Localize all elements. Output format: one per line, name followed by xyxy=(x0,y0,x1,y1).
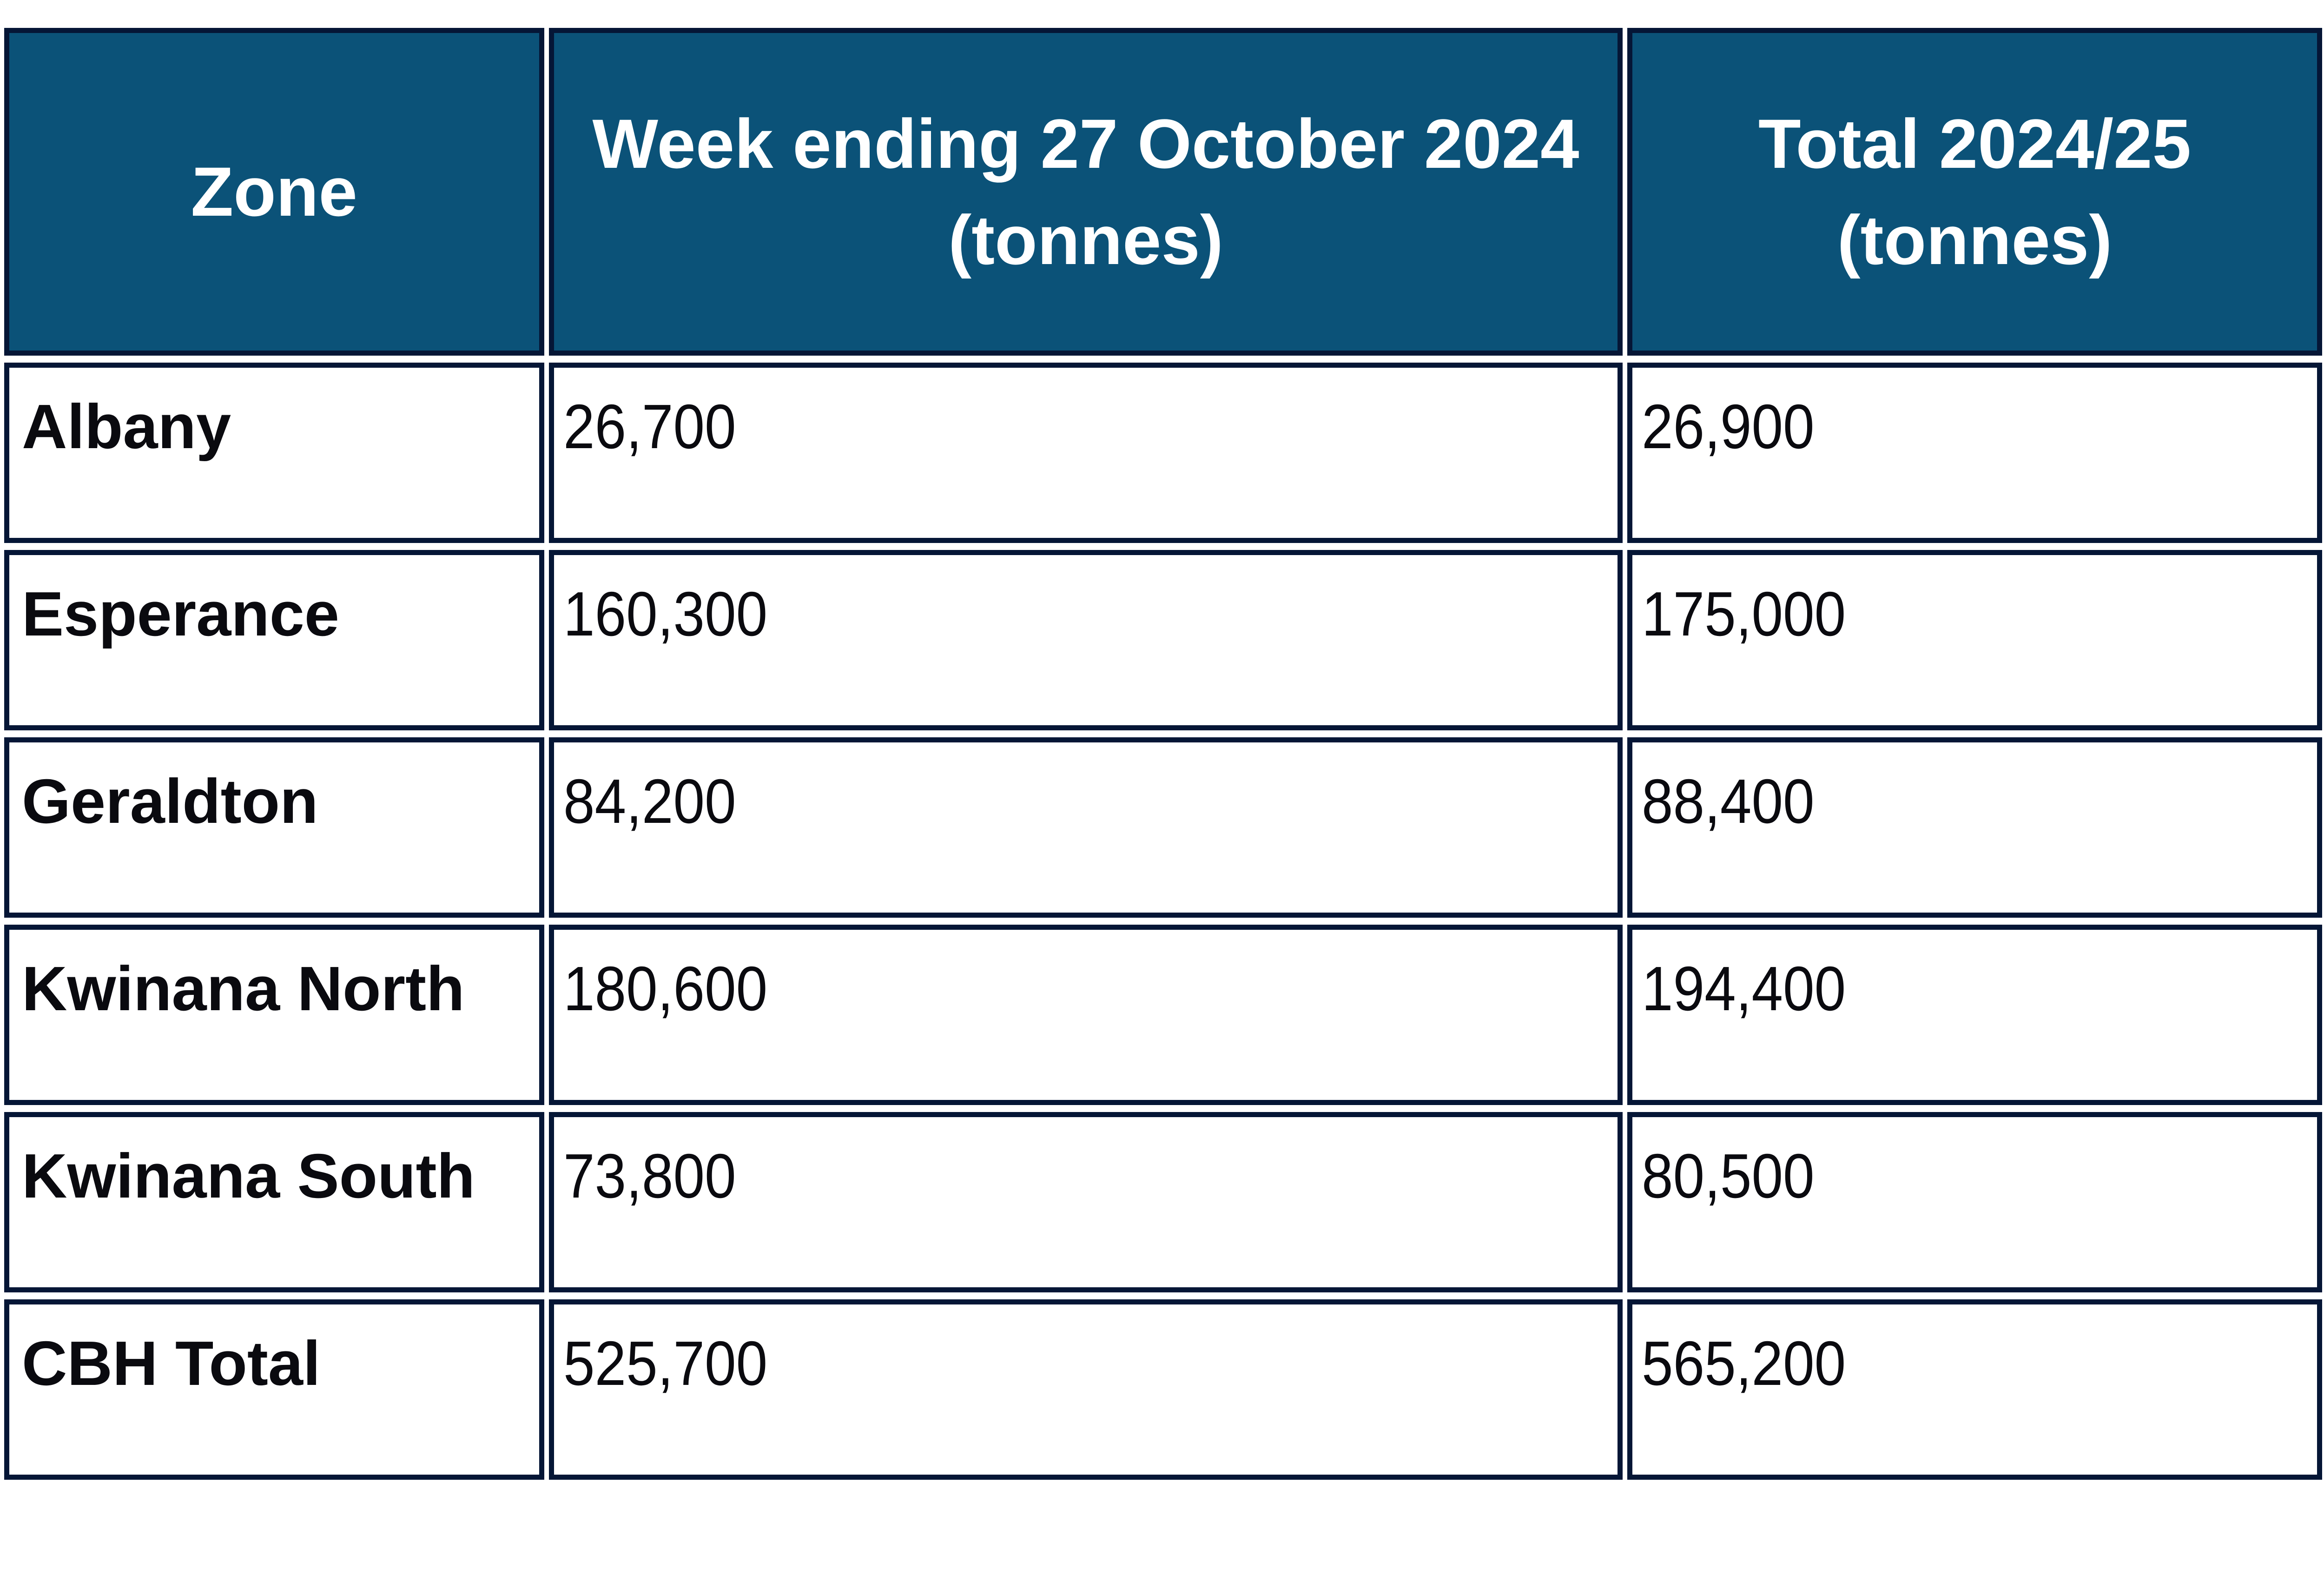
zone-label: Kwinana South xyxy=(22,1140,475,1211)
week-cell-cbh-total: 525,700 xyxy=(549,1299,1623,1480)
zone-cell-kwinana-north: Kwinana North xyxy=(4,925,544,1106)
total-value: 88,400 xyxy=(1642,766,1815,837)
week-cell-kwinana-north: 180,600 xyxy=(549,925,1623,1106)
week-cell-esperance: 160,300 xyxy=(549,550,1623,731)
zone-cell-cbh-total: CBH Total xyxy=(4,1299,544,1480)
grain-receivals-table: Zone Week ending 27 October 2024 (tonnes… xyxy=(4,28,2322,1480)
week-cell-albany: 26,700 xyxy=(549,363,1623,543)
total-cell-geraldton: 88,400 xyxy=(1627,737,2322,918)
header-cell-total: Total 2024/25 (tonnes) xyxy=(1627,28,2322,356)
zone-label: Albany xyxy=(22,391,231,462)
total-value: 565,200 xyxy=(1642,1328,1846,1398)
zone-cell-esperance: Esperance xyxy=(4,550,544,731)
total-cell-esperance: 175,000 xyxy=(1627,550,2322,731)
total-value: 80,500 xyxy=(1642,1140,1815,1211)
header-zone-label: Zone xyxy=(191,152,357,231)
week-value: 525,700 xyxy=(563,1328,768,1398)
zone-label: Geraldton xyxy=(22,766,318,837)
header-total-line2: (tonnes) xyxy=(1837,200,2113,279)
zone-cell-albany: Albany xyxy=(4,363,544,543)
total-value: 175,000 xyxy=(1642,579,1846,649)
zone-cell-geraldton: Geraldton xyxy=(4,737,544,918)
total-cell-kwinana-south: 80,500 xyxy=(1627,1112,2322,1293)
week-value: 73,800 xyxy=(563,1140,736,1211)
week-cell-geraldton: 84,200 xyxy=(549,737,1623,918)
total-cell-cbh-total: 565,200 xyxy=(1627,1299,2322,1480)
header-cell-zone: Zone xyxy=(4,28,544,356)
week-cell-kwinana-south: 73,800 xyxy=(549,1112,1623,1293)
header-cell-week: Week ending 27 October 2024 (tonnes) xyxy=(549,28,1623,356)
zone-label: Kwinana North xyxy=(22,953,465,1024)
zone-label: Esperance xyxy=(22,579,339,649)
total-value: 194,400 xyxy=(1642,953,1846,1024)
zone-cell-kwinana-south: Kwinana South xyxy=(4,1112,544,1293)
total-cell-albany: 26,900 xyxy=(1627,363,2322,543)
header-week-line1: Week ending 27 October 2024 xyxy=(592,104,1579,183)
total-value: 26,900 xyxy=(1642,391,1815,462)
week-value: 26,700 xyxy=(563,391,736,462)
zone-label: CBH Total xyxy=(22,1328,321,1398)
week-value: 180,600 xyxy=(563,953,768,1024)
week-value: 160,300 xyxy=(563,579,768,649)
header-week-line2: (tonnes) xyxy=(948,200,1223,279)
week-value: 84,200 xyxy=(563,766,736,837)
header-total-line1: Total 2024/25 xyxy=(1758,104,2192,183)
total-cell-kwinana-north: 194,400 xyxy=(1627,925,2322,1106)
